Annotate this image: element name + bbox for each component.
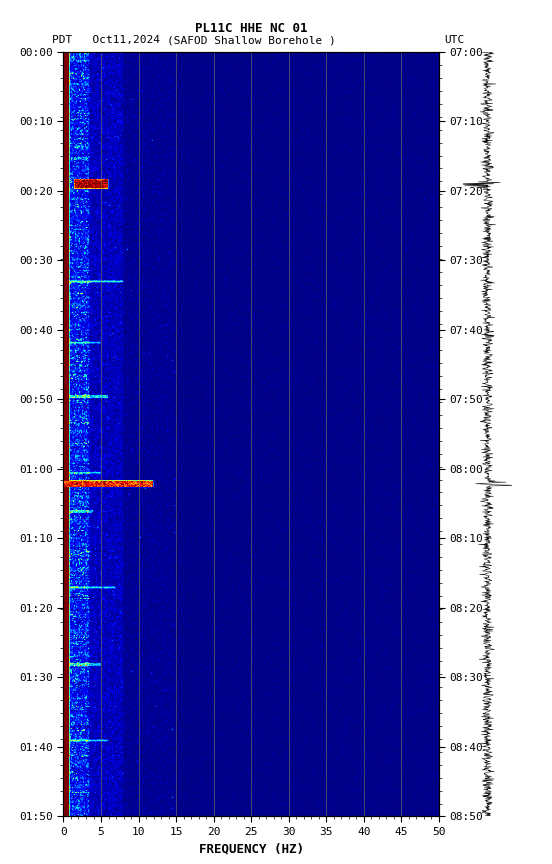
X-axis label: FREQUENCY (HZ): FREQUENCY (HZ) [199, 842, 304, 855]
Text: UTC: UTC [444, 35, 465, 46]
Text: (SAFOD Shallow Borehole ): (SAFOD Shallow Borehole ) [167, 35, 336, 46]
Text: PL11C HHE NC 01: PL11C HHE NC 01 [195, 22, 307, 35]
Text: PDT   Oct11,2024: PDT Oct11,2024 [52, 35, 161, 46]
